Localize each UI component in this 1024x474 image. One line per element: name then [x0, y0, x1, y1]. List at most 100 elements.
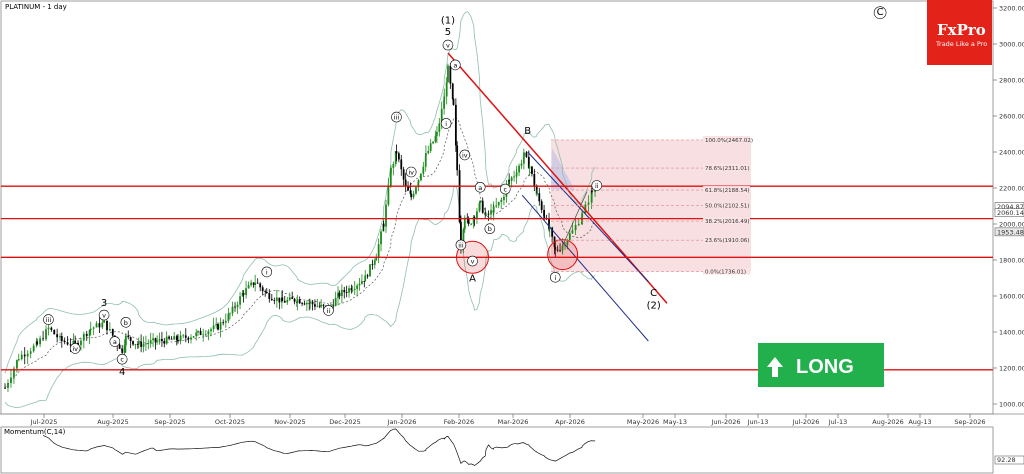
candle-body — [298, 299, 301, 304]
candle-body — [103, 320, 105, 323]
momentum-label: Momentum(C,14) — [4, 428, 66, 436]
candle-body — [288, 297, 291, 300]
candle-body — [184, 335, 187, 338]
candle-body — [4, 387, 6, 389]
channel-lower-line — [521, 194, 649, 342]
candle-body — [161, 338, 163, 341]
candle-body — [207, 331, 210, 335]
candle-body — [177, 340, 179, 342]
candle-body — [23, 354, 26, 357]
candle-body — [566, 239, 569, 246]
wave-label: ii — [595, 182, 599, 190]
y-tick-label: 1400.00 — [999, 329, 1024, 337]
candle-body — [156, 340, 159, 342]
candle-body — [250, 282, 252, 286]
candle-body — [490, 210, 492, 215]
candle-body — [173, 336, 176, 340]
candle-body — [548, 218, 550, 230]
candle-body — [527, 156, 530, 169]
candle-body — [239, 296, 241, 305]
candle-body — [291, 297, 294, 299]
fib-label-bg — [703, 267, 750, 275]
candle-body — [50, 327, 53, 331]
candle-body — [434, 135, 437, 142]
candle-body — [348, 288, 350, 293]
price-label: 2094.87 — [997, 203, 1024, 211]
wave-label: i — [266, 268, 268, 276]
wave-label: a — [453, 61, 457, 69]
wave-label-circle — [69, 343, 81, 354]
candle-body — [481, 200, 484, 213]
candle-body — [20, 354, 23, 360]
candle-body — [373, 260, 376, 265]
candle-body — [301, 303, 303, 305]
candle-body — [402, 169, 405, 180]
candle-body — [415, 187, 417, 194]
y-tick-label: 2600.00 — [999, 113, 1024, 121]
candle-body — [314, 304, 316, 307]
candle-body — [551, 227, 554, 237]
candle-body — [56, 334, 59, 338]
wave-label: i — [445, 120, 447, 128]
candle-body — [136, 344, 139, 345]
candle-body — [420, 173, 422, 181]
candle-body — [387, 185, 390, 205]
wave-label: b — [488, 225, 492, 233]
fib-label: 78.6%(2311.01) — [705, 166, 750, 172]
candle-body — [443, 96, 446, 100]
fib-label: 23.6%(1910.06) — [705, 238, 750, 244]
candle-body — [241, 293, 244, 297]
brand-name: FxPro — [937, 21, 986, 39]
candle-body — [520, 163, 523, 166]
wave-label-circle — [499, 183, 511, 195]
y-tick-label: 2200.00 — [999, 185, 1024, 193]
candle-body — [467, 219, 470, 224]
candle-body — [212, 325, 215, 330]
x-tick-label: Jul-2026 — [792, 418, 820, 426]
candle-body — [559, 250, 561, 252]
candle-body — [356, 285, 359, 289]
candle-body — [564, 245, 566, 247]
candle-body — [343, 289, 346, 293]
candle-body — [82, 333, 85, 341]
price-label: 1953.48 — [997, 228, 1024, 236]
candle-body — [375, 257, 378, 261]
candle-body — [380, 231, 382, 245]
candle-body — [322, 304, 325, 306]
candle-body — [361, 281, 363, 284]
y-tick-label: 2800.00 — [999, 77, 1024, 85]
candle-body — [495, 205, 498, 207]
candle-body — [487, 213, 490, 215]
wave-label: iii — [458, 241, 464, 249]
wave-label-circle — [442, 39, 454, 51]
candle-body — [152, 338, 154, 341]
candle-body — [484, 212, 487, 215]
candle-body — [69, 344, 72, 346]
price-label-box — [994, 227, 1024, 237]
candle-body — [377, 244, 380, 258]
candle-body — [390, 167, 392, 174]
candle-body — [108, 329, 111, 331]
candle-body — [345, 292, 348, 293]
candle-body — [543, 209, 545, 217]
arrow-up-icon — [767, 357, 783, 377]
candle-body — [548, 227, 551, 230]
wave-label: ii — [327, 307, 331, 315]
candle-body — [394, 151, 397, 165]
x-tick-label: Sep-2026 — [954, 418, 985, 426]
candle-body — [389, 173, 392, 186]
candle-body — [88, 329, 91, 337]
candle-body — [39, 338, 41, 345]
candle-body — [538, 193, 541, 202]
price-label-box — [994, 208, 1024, 217]
brand-logo: FxPro Trade Like a Pro — [927, 0, 992, 65]
candle-body — [283, 300, 286, 303]
x-tick-label: Aug-13 — [908, 418, 931, 426]
wave-label: 3 — [101, 298, 107, 309]
fib-label-bg — [703, 186, 750, 194]
candle-body — [170, 338, 173, 340]
candle-body — [305, 302, 308, 305]
candle-body — [261, 287, 264, 292]
candle-body — [574, 225, 577, 231]
x-tick-label: Jan-2026 — [387, 418, 417, 426]
